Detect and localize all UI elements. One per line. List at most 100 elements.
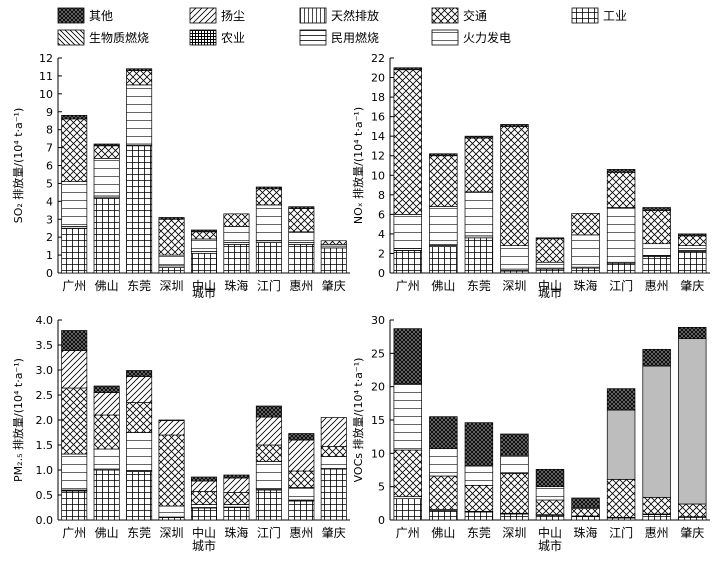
legend-item-gongye: 工业: [571, 7, 627, 24]
bar-segment-其他-深圳: [158, 419, 185, 421]
bar-segment-扬尘-深圳: [158, 420, 185, 436]
x-axis-title: 城市: [192, 538, 216, 553]
bar-segment-工业-江门: [255, 242, 282, 274]
y-tick-label: 12: [371, 150, 385, 163]
bar-segment-其他-东莞: [126, 68, 153, 71]
bar-segment-其他-中山: [535, 237, 565, 240]
bar-segment-火力发电-佛山: [429, 206, 458, 246]
bar-segment-其他-惠州: [642, 207, 671, 211]
bar-segment-交通-中山: [535, 238, 565, 263]
bar-segment-扬尘-东莞: [126, 376, 153, 403]
bar-segment-其他-东莞: [126, 370, 153, 377]
y-tick-label: 20: [371, 381, 385, 394]
bar-segment-扬尘-珠海: [223, 477, 250, 493]
bar-segment-火力发电-惠州: [642, 243, 671, 256]
bar-segment-火力发电-中山: [190, 504, 218, 508]
y-tick-label: 5: [378, 481, 385, 494]
bar-segment-天然排放-肇庆: [678, 338, 707, 505]
bar-segment-火力发电-珠海: [223, 504, 250, 508]
legend-swatch: [571, 7, 599, 24]
x-tick-label: 江门: [257, 278, 281, 293]
bar-segment-火力发电-惠州: [288, 231, 315, 243]
x-tick-label: 深圳: [160, 279, 184, 293]
y-tick-label: 10: [371, 447, 385, 460]
x-tick-label: 江门: [609, 525, 633, 540]
y-tick-label: 3: [46, 213, 53, 226]
bar-segment-火力发电-深圳: [500, 245, 529, 270]
x-tick-label: 中山: [192, 525, 216, 540]
y-tick-label: 1.5: [36, 439, 54, 452]
bar-segment-交通-中山: [190, 491, 218, 505]
bar-segment-交通-肇庆: [320, 446, 347, 457]
x-tick-label: 东莞: [467, 279, 491, 293]
y-tick-label: 0: [378, 267, 385, 280]
bar-segment-扬尘-肇庆: [320, 417, 347, 447]
y-tick-label: 6: [378, 208, 385, 221]
bar-segment-其他-广州: [61, 114, 88, 120]
x-tick-label: 珠海: [574, 525, 598, 540]
bar-segment-扬尘-江门: [255, 416, 282, 446]
y-tick-label: 2.0: [36, 414, 54, 427]
bar-segment-交通-惠州: [642, 210, 671, 245]
bar-segment-交通-江门: [606, 171, 636, 208]
bar-segment-火力发电-江门: [255, 461, 282, 490]
bar-segment-其他-江门: [255, 405, 282, 418]
x-tick-label: 中山: [538, 278, 562, 293]
x-tick-label: 佛山: [431, 526, 455, 540]
legend-label: 火力发电: [463, 30, 511, 45]
y-tick-label: 1.0: [36, 464, 54, 477]
bar-segment-火力发电-深圳: [158, 505, 185, 518]
bar-segment-交通-东莞: [464, 484, 494, 512]
y-tick-label: 2.5: [36, 389, 54, 402]
bar-segment-交通-肇庆: [678, 235, 707, 246]
bar-segment-其他-珠海: [571, 497, 600, 508]
bar-segment-火力发电-惠州: [288, 487, 315, 501]
legend-item-yangchen: 扬尘: [189, 7, 245, 24]
bar-segment-其他-广州: [61, 330, 88, 351]
bar-segment-工业-佛山: [429, 510, 458, 521]
bar-segment-火力发电-中山: [190, 238, 218, 252]
bar-segment-交通-佛山: [93, 414, 120, 450]
x-tick-label: 东莞: [467, 526, 491, 540]
bar-segment-火力发电-珠海: [571, 234, 600, 268]
bar-segment-交通-江门: [255, 188, 282, 206]
bar-segment-其他-佛山: [429, 153, 458, 157]
x-tick-label: 广州: [62, 526, 86, 540]
bar-segment-交通-东莞: [464, 137, 494, 193]
y-tick-label: 2: [46, 231, 53, 244]
bar-segment-工业-中山: [535, 268, 565, 274]
legend-swatch: [431, 7, 459, 24]
bar-segment-其他-佛山: [429, 416, 458, 450]
legend-swatch: [189, 29, 217, 46]
y-tick-label: 5: [46, 177, 53, 190]
bar-segment-交通-深圳: [158, 218, 185, 256]
bar-segment-交通-江门: [606, 478, 636, 518]
bar-segment-工业-深圳: [500, 513, 529, 521]
bar-segment-工业-惠州: [642, 514, 671, 521]
x-tick-label: 中山: [538, 525, 562, 540]
bar-segment-工业-江门: [255, 489, 282, 521]
x-tick-label: 中山: [192, 278, 216, 293]
y-tick-label: 14: [371, 130, 385, 143]
x-tick-label: 深圳: [160, 526, 184, 540]
x-tick-label: 东莞: [127, 526, 151, 540]
legend-item-tianran: 天然排放: [299, 7, 379, 24]
bar-segment-火力发电-中山: [535, 486, 565, 501]
chart-panel-2: 0 2 4 6 8 10 12 14 16 18 20 22 NOₓ 排放量/(10⁴ t·a⁻¹) 城市…: [351, 52, 710, 300]
bar-segment-工业-江门: [606, 262, 636, 274]
y-tick-label: 30: [371, 314, 385, 327]
y-tick-label: 6: [46, 160, 53, 173]
y-tick-label: 10: [39, 88, 53, 101]
bar-segment-交通-佛山: [429, 155, 458, 207]
legend-swatch: [299, 29, 327, 46]
bar-segment-其他-江门: [606, 169, 636, 173]
bar-segment-火力发电-中山: [535, 261, 565, 269]
y-tick-label: 3.5: [36, 339, 54, 352]
bar-segment-工业-广州: [393, 250, 422, 274]
y-tick-label: 12: [39, 52, 53, 65]
bar-segment-其他-惠州: [288, 433, 315, 441]
bar-segment-火力发电-东莞: [464, 191, 494, 237]
bar-segment-工业-广州: [393, 498, 422, 521]
legend-label: 民用燃烧: [331, 30, 379, 45]
bar-segment-火力发电-江门: [255, 204, 282, 242]
